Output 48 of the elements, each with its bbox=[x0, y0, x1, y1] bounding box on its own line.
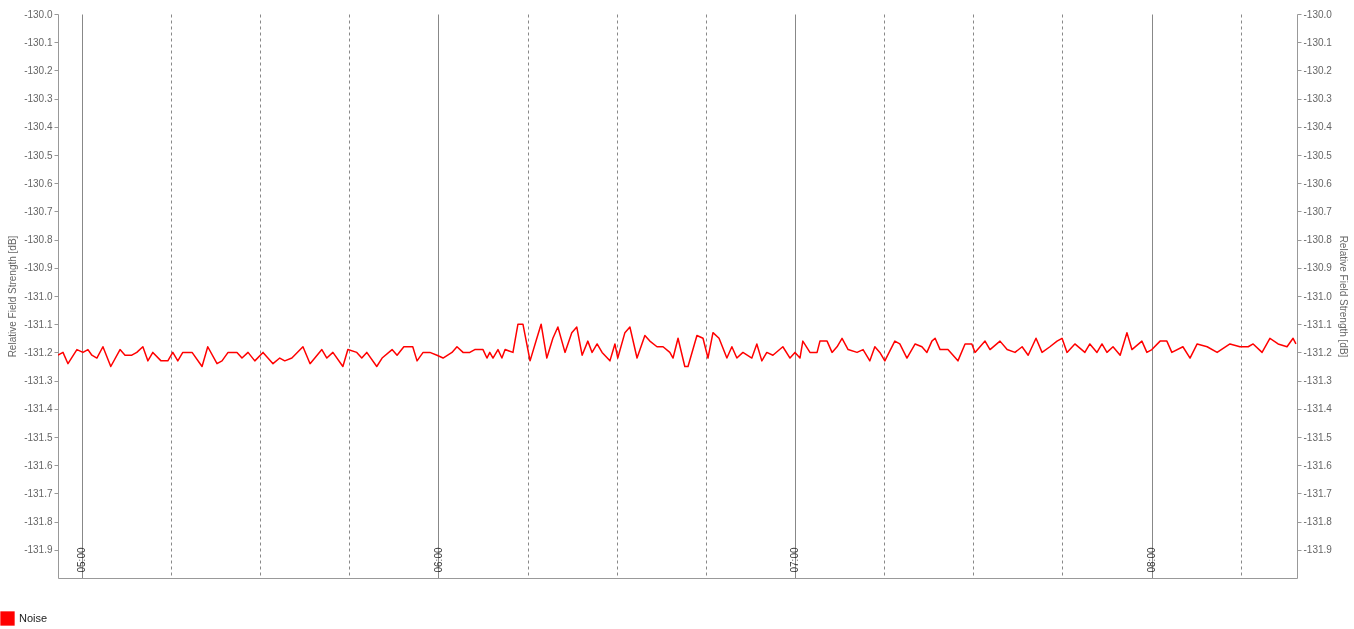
legend-label: Noise bbox=[19, 611, 48, 624]
x-tick-label: 05:00 bbox=[76, 547, 88, 573]
y2-tick-label: -130.9 bbox=[1303, 262, 1333, 274]
y-tick-label: -131.9 bbox=[24, 544, 53, 556]
y2-tick-label: -130.6 bbox=[1303, 177, 1333, 189]
y2-tick-label: -131.4 bbox=[1303, 403, 1333, 415]
y-tick-label: -130.6 bbox=[24, 177, 53, 189]
x-tick-label: 06:00 bbox=[432, 547, 444, 573]
y2-tick-label: -130.2 bbox=[1303, 64, 1333, 76]
y2-tick-label: -131.0 bbox=[1303, 290, 1333, 302]
y2-tick-label: -130.7 bbox=[1303, 205, 1333, 217]
x-tick-label: 08:00 bbox=[1146, 547, 1158, 573]
y-tick-label: -131.7 bbox=[24, 487, 53, 499]
y-tick-label: -130.7 bbox=[24, 205, 53, 217]
y2-tick-label: -130.3 bbox=[1303, 93, 1333, 105]
y2-tick-label: -131.2 bbox=[1303, 346, 1333, 358]
line-series bbox=[58, 323, 1297, 368]
y2-tick-label: -130.5 bbox=[1303, 149, 1333, 161]
y2-axis-title: Relative Field Strength [dB] bbox=[1337, 235, 1349, 358]
y-tick-label: -130.1 bbox=[24, 36, 53, 48]
y2-tick-label: -131.7 bbox=[1303, 487, 1333, 499]
x-tick-label: 07:00 bbox=[789, 547, 801, 573]
y2-tick-label: -131.5 bbox=[1303, 431, 1333, 443]
y-tick-label: -131.5 bbox=[24, 431, 53, 443]
y-tick-label: -130.2 bbox=[24, 64, 53, 76]
y-tick-label: -130.5 bbox=[24, 149, 53, 161]
y2-tick-label: -131.6 bbox=[1303, 459, 1333, 471]
y2-tick-label: -130.8 bbox=[1303, 234, 1333, 246]
y-tick-label: -131.3 bbox=[24, 375, 53, 387]
y-tick-label: -131.2 bbox=[24, 346, 53, 358]
y2-tick-label: -131.3 bbox=[1303, 375, 1333, 387]
y2-tick-label: -130.1 bbox=[1303, 36, 1333, 48]
y-tick-label: -131.1 bbox=[24, 318, 53, 330]
y-tick-label: -130.3 bbox=[24, 93, 53, 105]
y-tick-label: -130.0 bbox=[24, 8, 53, 20]
y-axis-title: Relative Field Strength [dB] bbox=[7, 235, 19, 358]
y2-tick-label: -130.0 bbox=[1303, 8, 1333, 20]
y2-tick-label: -130.4 bbox=[1303, 121, 1333, 133]
y-tick-label: -131.0 bbox=[24, 290, 53, 302]
y2-tick-label: -131.8 bbox=[1303, 516, 1333, 528]
y-tick-label: -131.6 bbox=[24, 459, 53, 471]
y-tick-label: -130.4 bbox=[24, 121, 53, 133]
y-tick-label: -130.8 bbox=[24, 234, 53, 246]
y-tick-label: -131.8 bbox=[24, 516, 53, 528]
y2-tick-label: -131.9 bbox=[1303, 544, 1333, 556]
y-tick-label: -130.9 bbox=[24, 262, 53, 274]
y-tick-label: -131.4 bbox=[24, 403, 53, 415]
y2-tick-label: -131.1 bbox=[1303, 318, 1333, 330]
